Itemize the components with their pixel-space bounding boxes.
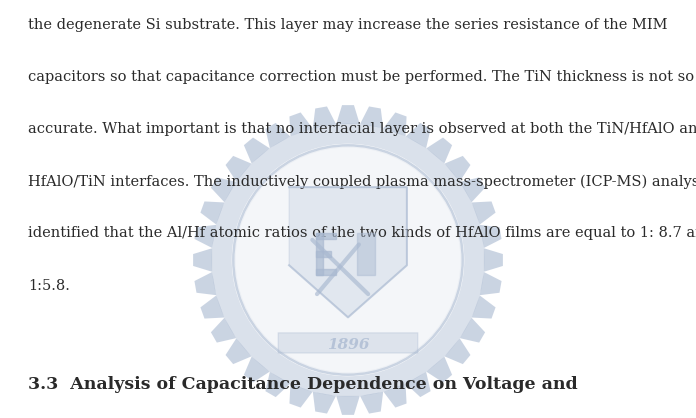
Polygon shape xyxy=(484,248,503,272)
Polygon shape xyxy=(265,372,290,397)
Polygon shape xyxy=(194,272,216,295)
Polygon shape xyxy=(480,225,502,248)
Polygon shape xyxy=(480,272,502,295)
Polygon shape xyxy=(290,112,313,136)
Text: HfAlO/TiN interfaces. The inductively coupled plasma mass-spectrometer (ICP-MS) : HfAlO/TiN interfaces. The inductively co… xyxy=(28,174,696,189)
Polygon shape xyxy=(289,187,407,317)
Polygon shape xyxy=(460,318,485,343)
Polygon shape xyxy=(383,112,406,136)
Text: capacitors so that capacitance correction must be performed. The TiN thickness i: capacitors so that capacitance correctio… xyxy=(28,71,694,84)
Polygon shape xyxy=(472,201,496,224)
Polygon shape xyxy=(226,156,251,182)
Polygon shape xyxy=(244,138,269,163)
Polygon shape xyxy=(244,357,269,382)
Polygon shape xyxy=(200,296,224,319)
Text: identified that the Al/Hf atomic ratios of the two kinds of HfAlO films are equa: identified that the Al/Hf atomic ratios … xyxy=(28,227,696,240)
Polygon shape xyxy=(406,372,431,397)
Text: the degenerate Si substrate. This layer may increase the series resistance of th: the degenerate Si substrate. This layer … xyxy=(28,18,667,33)
Polygon shape xyxy=(313,392,336,413)
Polygon shape xyxy=(193,248,212,272)
Polygon shape xyxy=(226,338,251,364)
Text: 1:5.8.: 1:5.8. xyxy=(28,278,70,293)
Polygon shape xyxy=(360,107,383,128)
Polygon shape xyxy=(211,177,236,202)
Polygon shape xyxy=(445,156,470,182)
Polygon shape xyxy=(265,123,290,148)
Polygon shape xyxy=(357,233,375,275)
Polygon shape xyxy=(383,384,406,408)
Polygon shape xyxy=(194,225,216,248)
Polygon shape xyxy=(212,124,484,396)
Polygon shape xyxy=(406,123,431,148)
Polygon shape xyxy=(290,384,313,408)
Polygon shape xyxy=(427,138,452,163)
Polygon shape xyxy=(336,105,360,124)
Polygon shape xyxy=(315,233,324,275)
Polygon shape xyxy=(211,318,236,343)
Polygon shape xyxy=(360,392,383,413)
Polygon shape xyxy=(445,338,470,364)
Polygon shape xyxy=(200,201,224,224)
Polygon shape xyxy=(427,357,452,382)
Polygon shape xyxy=(336,396,360,415)
Polygon shape xyxy=(460,177,485,202)
Polygon shape xyxy=(315,233,336,239)
Polygon shape xyxy=(472,296,496,319)
FancyBboxPatch shape xyxy=(278,333,418,353)
Polygon shape xyxy=(313,107,336,128)
Text: 1896: 1896 xyxy=(326,338,370,352)
Text: accurate. What important is that no interfacial layer is observed at both the Ti: accurate. What important is that no inte… xyxy=(28,122,696,137)
Polygon shape xyxy=(315,251,331,257)
Polygon shape xyxy=(315,268,336,275)
Text: 3.3  Analysis of Capacitance Dependence on Voltage and: 3.3 Analysis of Capacitance Dependence o… xyxy=(28,376,578,393)
Circle shape xyxy=(235,147,461,373)
